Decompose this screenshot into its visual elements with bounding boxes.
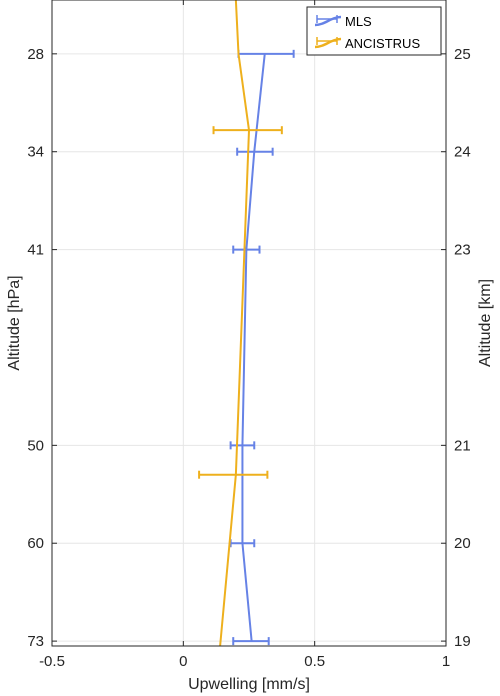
y-axis-right-label: Altitude [km] [477, 279, 494, 367]
x-tick-label: 1 [442, 653, 450, 670]
ticks-layer: -0.5 0 0.5 1 28 25 34 24 41 23 50 21 60 20 73 19 [27, 0, 471, 670]
y-tick-label-right: 23 [454, 242, 471, 259]
x-tick-label: 0.5 [304, 653, 325, 670]
y-tick-label-left: 28 [27, 46, 44, 63]
y-axis-left-label: Altitude [hPa] [6, 275, 23, 370]
y-tick-label-right: 24 [454, 144, 471, 161]
y-tick-label-right: 20 [454, 535, 471, 552]
ancistrus-series-line [219, 0, 251, 647]
legend-box [306, 6, 442, 56]
x-tick-label: 0 [179, 653, 187, 670]
legend-label-mls: MLS [345, 14, 372, 29]
legend-label-ancistrus: ANCISTRUS [345, 36, 420, 51]
mls-series-line [241, 53, 266, 642]
y-tick-label-left: 41 [27, 242, 44, 259]
legend-swatch-ancistrus [314, 37, 342, 49]
y-tick-label-left: 50 [27, 437, 44, 454]
legend-swatch-mls [314, 15, 342, 27]
y-tick-label-right: 25 [454, 46, 471, 63]
legend: MLS ANCISTRUS [306, 6, 442, 56]
y-tick-label-left: 60 [27, 535, 44, 552]
plot-frame [51, 0, 447, 647]
x-axis-label: Upwelling [mm/s] [188, 676, 310, 693]
y-tick-label-left: 73 [27, 633, 44, 650]
y-tick-label-right: 21 [454, 437, 471, 454]
x-tick-label: -0.5 [39, 653, 65, 670]
series-layer [198, 0, 295, 647]
y-tick-label-left: 34 [27, 144, 44, 161]
y-tick-label-right: 19 [454, 633, 471, 650]
